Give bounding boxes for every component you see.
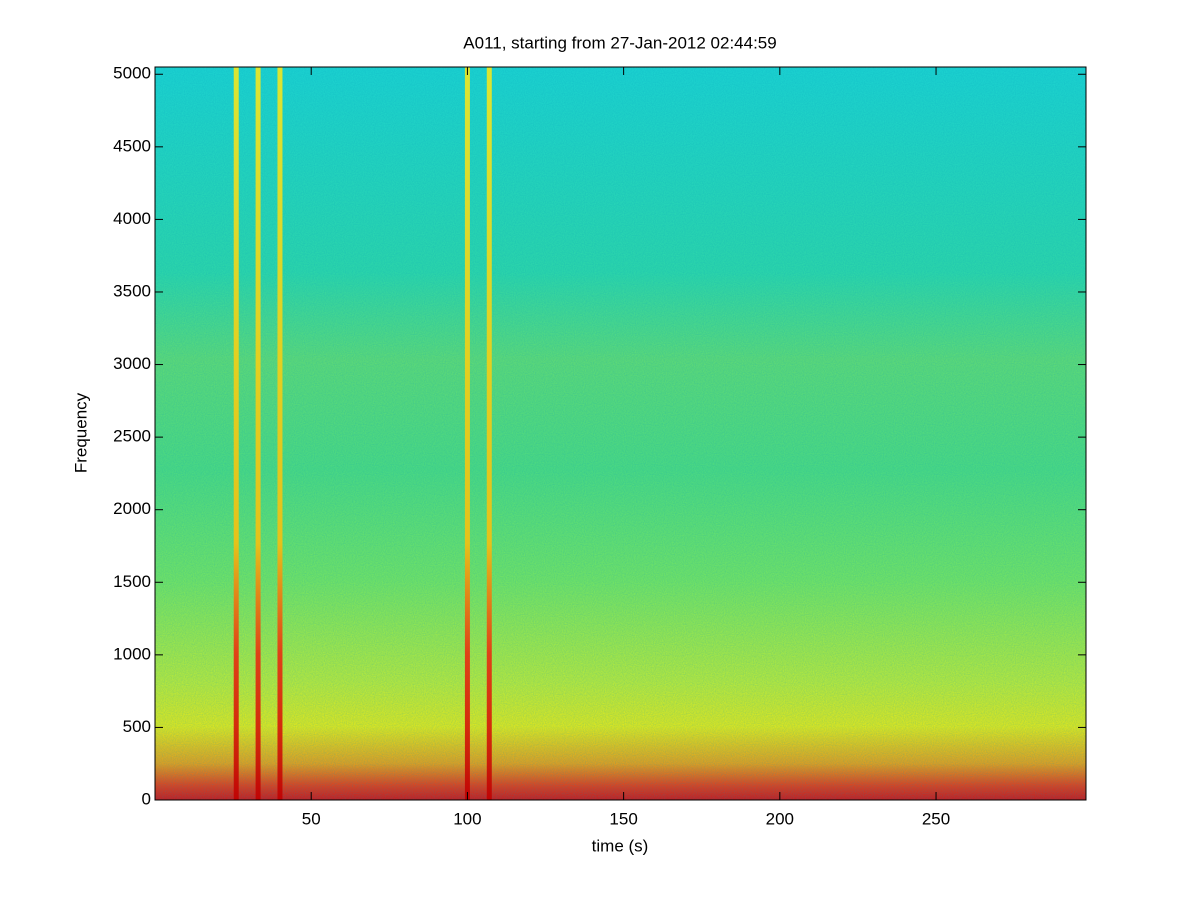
y-tick-label: 3000: [113, 354, 151, 373]
y-tick-label: 1500: [113, 572, 151, 591]
x-axis-label: time (s): [592, 836, 649, 855]
y-tick-label: 5000: [113, 64, 151, 83]
energy-streak: [486, 67, 492, 800]
x-tick-label: 50: [302, 809, 321, 828]
energy-streak: [464, 67, 470, 800]
y-tick-label: 1000: [113, 644, 151, 663]
y-tick-label: 0: [142, 789, 151, 808]
x-tick-label: 150: [609, 809, 637, 828]
noise-texture: [155, 67, 1086, 800]
y-tick-label: 4500: [113, 136, 151, 155]
x-tick-label: 100: [453, 809, 481, 828]
y-axis-label: Frequency: [71, 392, 90, 473]
y-tick-label: 4000: [113, 209, 151, 228]
chart-title: A011, starting from 27-Jan-2012 02:44:59: [463, 33, 776, 52]
plot-area: [155, 67, 1086, 800]
x-tick-label: 200: [766, 809, 794, 828]
y-tick-label: 500: [123, 717, 151, 736]
y-tick-label: 3500: [113, 281, 151, 300]
energy-streak: [255, 67, 261, 800]
axes-box: [154, 66, 1087, 801]
energy-streak: [233, 67, 239, 800]
x-tick-label: 250: [922, 809, 950, 828]
y-tick-label: 2000: [113, 499, 151, 518]
energy-streak: [277, 67, 283, 800]
y-tick-label: 2500: [113, 427, 151, 446]
